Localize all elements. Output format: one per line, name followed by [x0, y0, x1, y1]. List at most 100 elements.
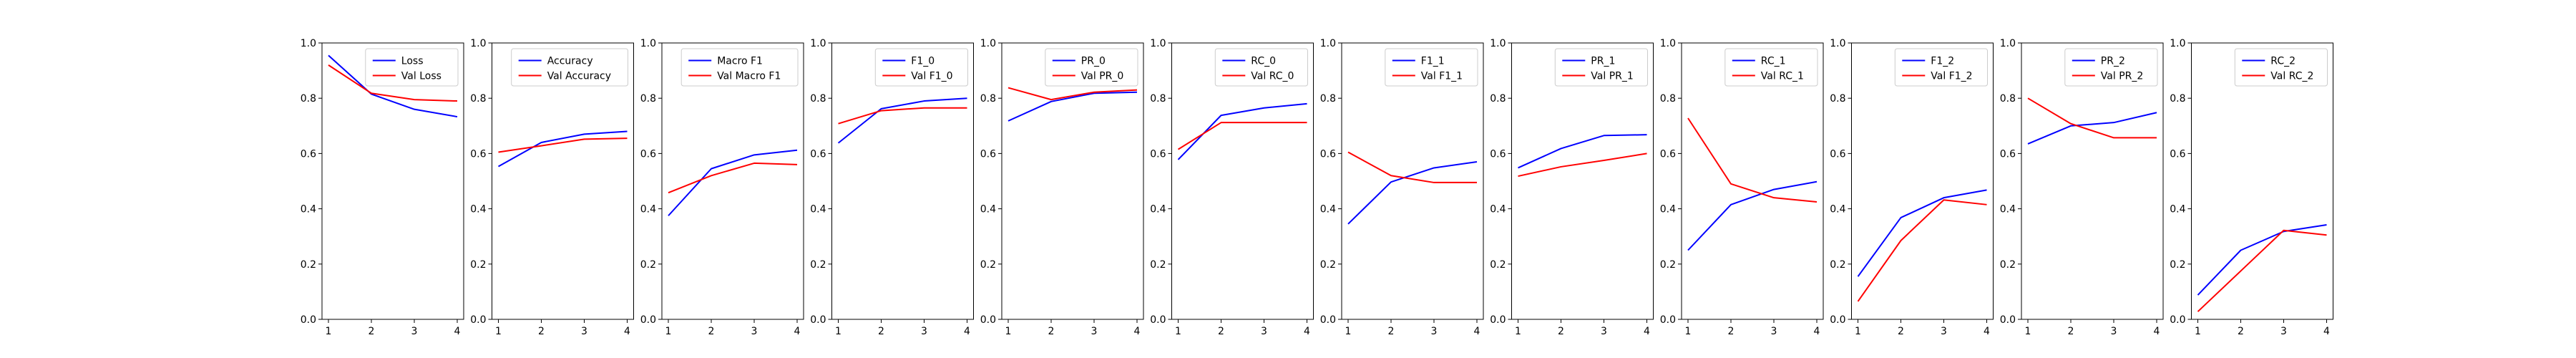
- x-tick-label: 1: [835, 326, 841, 337]
- legend: Macro F1 Val Macro F1: [680, 48, 799, 87]
- y-tick-label: 0.0: [1660, 314, 1676, 326]
- x-tick-label: 2: [1558, 326, 1564, 337]
- y-tick-label: 0.4: [2000, 204, 2016, 216]
- y-tick-label: 0.4: [1660, 204, 1676, 216]
- y-tick-label: 0.6: [1490, 148, 1506, 160]
- legend-box: [1385, 48, 1478, 87]
- y-tick-label: 0.6: [640, 148, 656, 160]
- chart-panel-3: 0.0 0.2 0.4 0.6 0.8 1.0 1 2 3 4 Macro F1 Val Macro …: [640, 38, 804, 337]
- y-tick-label: 0.8: [2000, 93, 2016, 105]
- y-tick-label: 0.4: [1150, 204, 1166, 216]
- legend-label: F1_2: [1931, 56, 1954, 67]
- y-tick-label: 1.0: [1150, 38, 1166, 49]
- y-tick-label: 0.2: [640, 259, 656, 271]
- legend: RC_1 Val RC_1: [1724, 48, 1818, 87]
- legend: F1_0 Val F1_0: [874, 48, 969, 87]
- y-tick-label: 1.0: [301, 38, 316, 49]
- x-tick-label: 3: [1601, 326, 1607, 337]
- x-tick-label: 4: [2323, 326, 2330, 337]
- axes-frame: [1341, 42, 1484, 320]
- x-tick-label: 1: [1515, 326, 1521, 337]
- series-line-rc-1: [1687, 180, 1818, 251]
- series-line-macro-f1: [668, 149, 798, 216]
- series-line-pr-1: [1518, 134, 1647, 169]
- x-tick-label: 1: [1855, 326, 1861, 337]
- y-tick-label: 1.0: [1490, 38, 1506, 49]
- legend: PR_1 Val PR_1: [1554, 48, 1649, 87]
- y-tick-label: 1.0: [2000, 38, 2016, 49]
- legend-label: Val PR_2: [2101, 71, 2144, 82]
- chart-panel-7: 0.0 0.2 0.4 0.6 0.8 1.0 1 2 3 4 F1_1 Val F1_1: [1320, 38, 1484, 337]
- series-line-val-loss: [328, 64, 458, 102]
- y-tick-label: 0.2: [810, 259, 826, 271]
- y-tick-label: 0.6: [470, 148, 486, 160]
- x-tick-label: 2: [878, 326, 884, 337]
- axes-frame: [1171, 42, 1314, 320]
- legend-label: PR_2: [2101, 56, 2125, 67]
- y-tick-label: 1.0: [1320, 38, 1336, 49]
- legend-box: [2234, 48, 2328, 87]
- series-line-f1-2: [1857, 189, 1987, 277]
- x-tick-label: 1: [495, 326, 502, 337]
- y-tick-label: 0.4: [2170, 204, 2185, 216]
- legend-box: [365, 48, 459, 87]
- series-line-rc-2: [2197, 224, 2327, 296]
- legend-label: Val PR_1: [1591, 71, 1634, 82]
- chart-panel-8: 0.0 0.2 0.4 0.6 0.8 1.0 1 2 3 4 PR_1 Val PR_1: [1490, 38, 1654, 337]
- chart-panel-2: 0.0 0.2 0.4 0.6 0.8 1.0 1 2 3 4 Accuracy Val Accura…: [470, 38, 634, 337]
- x-tick-label: 2: [1728, 326, 1735, 337]
- legend-label: Loss: [401, 56, 424, 67]
- y-tick-label: 0.2: [1320, 259, 1336, 271]
- y-tick-label: 0.8: [640, 93, 656, 105]
- y-tick-label: 0.8: [1830, 93, 1845, 105]
- x-tick-label: 2: [1388, 326, 1395, 337]
- x-tick-label: 4: [624, 326, 630, 337]
- x-tick-label: 4: [794, 326, 801, 337]
- series-line-val-pr-2: [2027, 97, 2157, 139]
- y-tick-label: 0.8: [1490, 93, 1506, 105]
- x-tick-label: 3: [1941, 326, 1947, 337]
- series-line-val-rc-1: [1687, 117, 1818, 203]
- series-line-val-accuracy: [498, 137, 628, 153]
- y-tick-label: 0.8: [470, 93, 486, 105]
- axes-frame: [1851, 42, 1994, 320]
- x-tick-label: 1: [665, 326, 672, 337]
- x-tick-label: 1: [1005, 326, 1012, 337]
- y-tick-label: 1.0: [2170, 38, 2185, 49]
- x-tick-label: 4: [964, 326, 970, 337]
- legend-box: [1214, 48, 1309, 87]
- series-line-loss: [328, 54, 458, 118]
- legend-label: RC_2: [2270, 56, 2296, 67]
- y-tick-label: 0.4: [640, 204, 656, 216]
- legend-box: [2064, 48, 2158, 87]
- axes-frame: [2191, 42, 2333, 320]
- x-tick-label: 4: [1474, 326, 1480, 337]
- series-line-val-rc-0: [1177, 122, 1307, 150]
- x-tick-label: 3: [1261, 326, 1267, 337]
- x-tick-label: 2: [1218, 326, 1224, 337]
- axes-frame: [661, 42, 804, 320]
- x-tick-label: 3: [1091, 326, 1098, 337]
- legend-label: PR_0: [1081, 56, 1106, 67]
- y-tick-label: 0.4: [470, 204, 486, 216]
- y-tick-label: 0.8: [980, 93, 996, 105]
- legend-label: Val PR_0: [1081, 71, 1124, 82]
- chart-panel-9: 0.0 0.2 0.4 0.6 0.8 1.0 1 2 3 4 RC_1 Val RC_1: [1660, 38, 1824, 337]
- x-tick-label: 1: [326, 326, 332, 337]
- y-tick-label: 0.0: [301, 314, 316, 326]
- chart-panel-10: 0.0 0.2 0.4 0.6 0.8 1.0 1 2 3 4 F1_2 Val F1_2: [1830, 38, 1994, 337]
- series-line-val-f1-1: [1347, 151, 1477, 183]
- legend-label: RC_1: [1761, 56, 1786, 67]
- y-tick-label: 0.8: [1320, 93, 1336, 105]
- chart-panel-1: 0.0 0.2 0.4 0.6 0.8 1.0 1 2 3 4 Loss Val Loss: [301, 38, 464, 337]
- y-tick-label: 1.0: [1660, 38, 1676, 49]
- legend-label: F1_1: [1421, 56, 1445, 67]
- y-tick-label: 0.0: [1320, 314, 1336, 326]
- axes-frame: [1001, 42, 1144, 320]
- series-line-val-pr-0: [1008, 87, 1138, 101]
- x-tick-label: 3: [411, 326, 418, 337]
- y-tick-label: 0.0: [1830, 314, 1845, 326]
- series-line-val-pr-1: [1518, 153, 1647, 178]
- x-tick-label: 2: [1048, 326, 1055, 337]
